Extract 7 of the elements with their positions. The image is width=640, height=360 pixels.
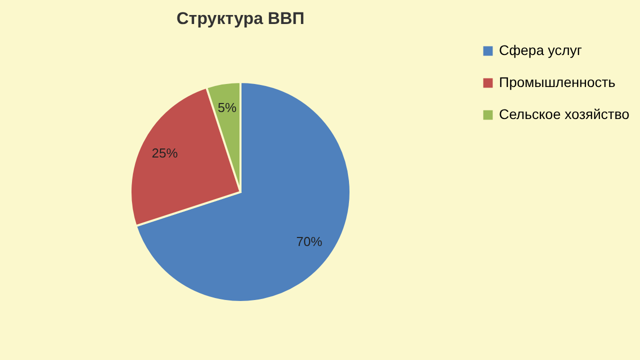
legend-label: Промышленность (499, 74, 616, 90)
data-label: 70% (296, 234, 323, 249)
data-label: 25% (152, 145, 178, 160)
chart-title: Структура ВВП (176, 9, 305, 28)
data-label: 5% (218, 100, 238, 116)
legend-label: Сфера услуг (499, 42, 582, 58)
legend-label: Сельское хозяйство (499, 106, 630, 122)
